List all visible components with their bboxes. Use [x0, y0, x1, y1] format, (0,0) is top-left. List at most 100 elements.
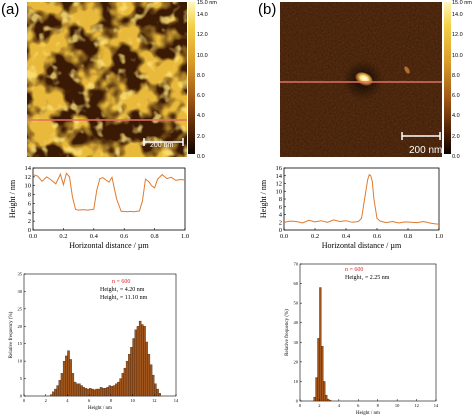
profile-series-line	[32, 172, 186, 213]
colorbar-tick-label: 0.0	[197, 154, 205, 160]
histogram-bar	[69, 359, 72, 397]
histogram-bar	[149, 364, 153, 397]
x-tick-label: 12	[152, 398, 157, 403]
colorbar-tick-label: 6.0	[197, 93, 205, 100]
y-tick-label: 35	[18, 272, 23, 277]
x-tick-label: 0.6	[373, 233, 382, 240]
colorbar-tick-label: 4.0	[452, 113, 460, 120]
x-tick-label: 8	[377, 403, 380, 408]
colorbar-tick-label: 10.0	[197, 52, 208, 59]
histogram-bar	[119, 378, 122, 397]
x-tick-label: 0.2	[311, 233, 319, 240]
histogram-bar	[117, 381, 120, 397]
x-tick-label: 0.4	[342, 233, 351, 240]
histogram-bar	[112, 385, 116, 397]
histogram-bar	[115, 383, 118, 397]
x-axis-title: Height / nm	[356, 411, 380, 416]
histogram-bar	[80, 385, 83, 397]
hist-a-height1: Height₁ = 4.20 nm	[100, 287, 145, 293]
y-axis-title: Height / nm	[8, 179, 17, 218]
hist-a-n: n = 600	[112, 279, 131, 285]
histogram-bar	[158, 393, 161, 397]
x-tick-label: 0	[299, 403, 302, 408]
colorbar-tick-label: 4.0	[197, 113, 205, 120]
panel-a-label: (a)	[1, 1, 20, 18]
x-tick-label: 10	[130, 398, 135, 403]
x-tick-label: 0.4	[90, 233, 99, 240]
x-axis-title: Horizontal distance / µm	[322, 241, 402, 250]
colorbar-tick-label: 12.0	[197, 32, 208, 39]
histogram-bar	[84, 388, 88, 397]
histogram-bar	[327, 398, 330, 402]
y-axis-title: Relative frequency (%)	[9, 311, 14, 358]
profile-series-line	[283, 173, 440, 225]
hist-b-height1: Height₁ = 2.25 nm	[345, 275, 390, 281]
histogram-bar	[121, 373, 125, 397]
y-tick-label: 10	[18, 359, 23, 364]
x-tick-label: 1.0	[435, 233, 443, 240]
histogram-bar	[75, 383, 79, 397]
colorbar-tick-label: 0.0	[452, 154, 460, 160]
histogram-bar	[317, 338, 320, 402]
histogram-bar	[108, 385, 112, 397]
histogram-bar	[141, 324, 144, 397]
y-tick-label: 0	[28, 227, 31, 234]
y-tick-label: 14	[276, 173, 283, 180]
y-tick-label: 30	[18, 289, 23, 294]
histogram-bar	[99, 387, 103, 397]
histogram-bar	[138, 320, 142, 397]
x-tick-label: 1.0	[181, 233, 189, 240]
x-tick-label: 6	[88, 398, 91, 403]
y-tick-label: 40	[294, 320, 299, 325]
histogram-bar	[91, 388, 94, 397]
colorbar-tick-label: 12.0	[452, 32, 463, 39]
y-tick-label: 15	[18, 341, 23, 346]
colorbar-tick-label: 2.0	[197, 133, 205, 140]
histogram-bar	[132, 338, 135, 397]
x-tick-label: 0.8	[404, 233, 412, 240]
histogram-bar	[58, 380, 62, 397]
y-tick-label: 20	[294, 359, 299, 364]
y-tick-label: 60	[294, 281, 299, 286]
hist-b-n: n = 600	[345, 267, 364, 273]
y-tick-label: 14	[25, 165, 32, 172]
y-tick-label: 10	[276, 188, 283, 195]
y-tick-label: 5	[20, 376, 23, 381]
panel-b-label: (b)	[258, 1, 277, 18]
y-tick-label: 12	[25, 174, 32, 181]
colorbar-tick-label: 15.0 nm	[452, 0, 472, 6]
histogram-bar	[321, 346, 324, 402]
colorbar-tick-label: 8.0	[197, 72, 205, 79]
histogram-bar	[315, 377, 318, 402]
x-axis-title: Height / nm	[88, 406, 112, 411]
histogram-bar	[60, 373, 64, 397]
scale-bar-label-a: 200 nm	[150, 142, 174, 149]
histogram-bar	[125, 360, 129, 397]
afm-image-b	[280, 2, 442, 157]
histogram-bar	[62, 360, 66, 397]
x-tick-label: 12	[414, 403, 419, 408]
x-tick-label: 0.2	[59, 233, 67, 240]
histogram-bar	[156, 388, 159, 397]
x-tick-label: 8	[110, 398, 113, 403]
y-tick-label: 8	[28, 192, 31, 199]
y-axis-title: Height / nm	[259, 179, 268, 218]
histogram-bar	[93, 389, 96, 397]
histogram-bar	[97, 388, 101, 397]
colorbar-tick-label: 15.0 nm	[197, 0, 217, 6]
colorbar-tick-label: 2.0	[452, 133, 460, 140]
x-tick-label: 0.0	[280, 233, 288, 240]
y-tick-label: 25	[18, 306, 23, 311]
histogram-bar	[65, 355, 68, 397]
histogram-bar	[88, 388, 92, 397]
x-tick-label: 10	[395, 403, 400, 408]
y-tick-label: 10	[294, 379, 299, 384]
x-axis-title: Horizontal distance / µm	[69, 241, 149, 250]
histogram-bar	[71, 373, 75, 397]
histogram-bar	[106, 387, 109, 397]
x-tick-label: 14	[434, 403, 439, 408]
y-tick-label: 10	[25, 183, 32, 190]
hist-a-height2: Height₂ = 11.10 nm	[100, 295, 148, 301]
plot-frame	[32, 167, 186, 231]
